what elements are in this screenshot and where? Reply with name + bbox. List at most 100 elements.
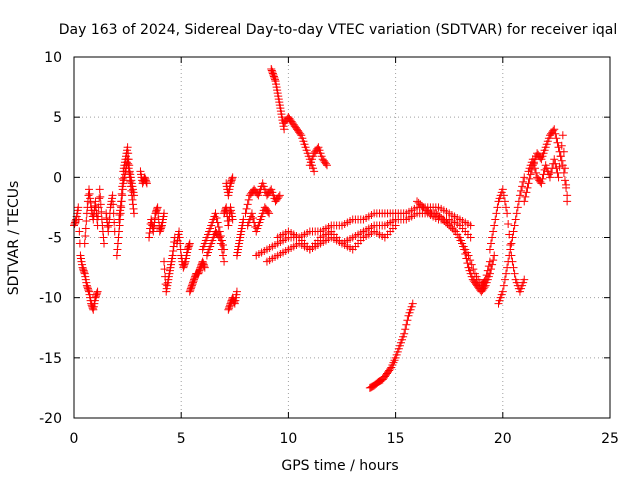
data-point xyxy=(502,269,511,278)
data-point xyxy=(536,153,545,162)
data-point xyxy=(126,177,135,186)
data-point xyxy=(557,156,566,165)
data-point xyxy=(153,204,162,213)
data-point xyxy=(115,210,124,219)
x-axis-label: GPS time / hours xyxy=(281,458,398,474)
data-point xyxy=(75,227,84,236)
grid-lines xyxy=(74,57,610,418)
data-point xyxy=(511,215,520,224)
data-point xyxy=(100,239,109,248)
data-point xyxy=(124,149,133,158)
data-point xyxy=(480,283,489,292)
data-point xyxy=(401,325,410,334)
x-tick-label: 10 xyxy=(279,431,297,447)
data-point xyxy=(466,221,475,230)
data-point xyxy=(160,257,169,266)
y-axis-label: SDTVAR / TECUs xyxy=(6,181,22,296)
data-point xyxy=(461,250,470,259)
data-point xyxy=(97,215,106,224)
data-point xyxy=(93,289,102,298)
data-point xyxy=(176,245,185,254)
data-point xyxy=(81,224,90,233)
data-point xyxy=(296,129,305,138)
data-point xyxy=(522,188,531,197)
data-point xyxy=(402,320,411,329)
data-point xyxy=(462,254,471,263)
data-point xyxy=(562,180,571,189)
data-point xyxy=(489,227,498,236)
data-point xyxy=(175,233,184,242)
data-point xyxy=(128,195,137,204)
data-point xyxy=(518,182,527,191)
x-tick-label: 15 xyxy=(387,431,405,447)
x-tick-label: 20 xyxy=(494,431,512,447)
data-point xyxy=(123,143,132,152)
data-point xyxy=(130,209,139,218)
y-tick-label: -15 xyxy=(39,351,62,367)
data-point xyxy=(553,138,562,147)
data-point xyxy=(228,174,237,183)
data-point xyxy=(251,222,260,231)
data-point xyxy=(247,209,256,218)
data-point xyxy=(525,174,534,183)
data-point xyxy=(485,245,494,254)
data-point xyxy=(118,174,127,183)
data-point xyxy=(97,207,106,216)
data-point xyxy=(520,197,529,206)
data-point xyxy=(90,201,99,210)
data-point xyxy=(150,213,159,222)
x-tick-label: 5 xyxy=(177,431,186,447)
data-point xyxy=(466,233,475,242)
data-point xyxy=(228,173,237,182)
data-point xyxy=(521,192,530,201)
data-point xyxy=(504,257,513,266)
x-tick-label: 0 xyxy=(70,431,79,447)
data-point xyxy=(532,168,541,177)
data-point xyxy=(244,195,253,204)
data-point xyxy=(560,176,569,185)
data-point xyxy=(265,209,274,218)
data-point xyxy=(552,164,561,173)
data-point xyxy=(463,259,472,268)
data-point xyxy=(142,179,151,188)
data-point xyxy=(211,209,220,218)
data-point xyxy=(563,197,572,206)
data-point xyxy=(232,287,241,296)
data-point xyxy=(502,203,511,212)
data-point xyxy=(490,221,499,230)
data-point xyxy=(220,257,229,266)
data-point xyxy=(365,383,374,392)
data-point xyxy=(215,233,224,242)
data-point xyxy=(74,215,83,224)
data-point xyxy=(403,316,412,325)
data-point xyxy=(489,256,498,265)
data-point xyxy=(313,144,322,153)
plot-area-frame xyxy=(73,56,611,419)
data-point xyxy=(512,209,521,218)
data-point xyxy=(124,159,133,168)
data-point xyxy=(109,200,118,209)
data-point xyxy=(310,167,319,176)
data-point xyxy=(129,204,138,213)
data-point xyxy=(506,245,515,254)
data-point xyxy=(386,364,395,373)
data-point xyxy=(71,216,80,225)
y-tick-label: -5 xyxy=(48,231,62,247)
data-point xyxy=(551,129,560,138)
data-point xyxy=(490,251,499,260)
data-point xyxy=(517,186,526,195)
data-point xyxy=(510,221,519,230)
data-point xyxy=(200,262,209,271)
y-tick-label: 0 xyxy=(53,170,62,186)
data-point xyxy=(559,147,568,156)
data-point xyxy=(499,191,508,200)
data-point xyxy=(505,251,514,260)
data-point xyxy=(99,233,108,242)
data-point xyxy=(84,286,93,295)
data-point xyxy=(271,75,279,84)
data-point xyxy=(498,185,507,194)
data-point xyxy=(110,218,119,227)
data-point xyxy=(249,213,258,222)
data-point xyxy=(117,197,126,206)
